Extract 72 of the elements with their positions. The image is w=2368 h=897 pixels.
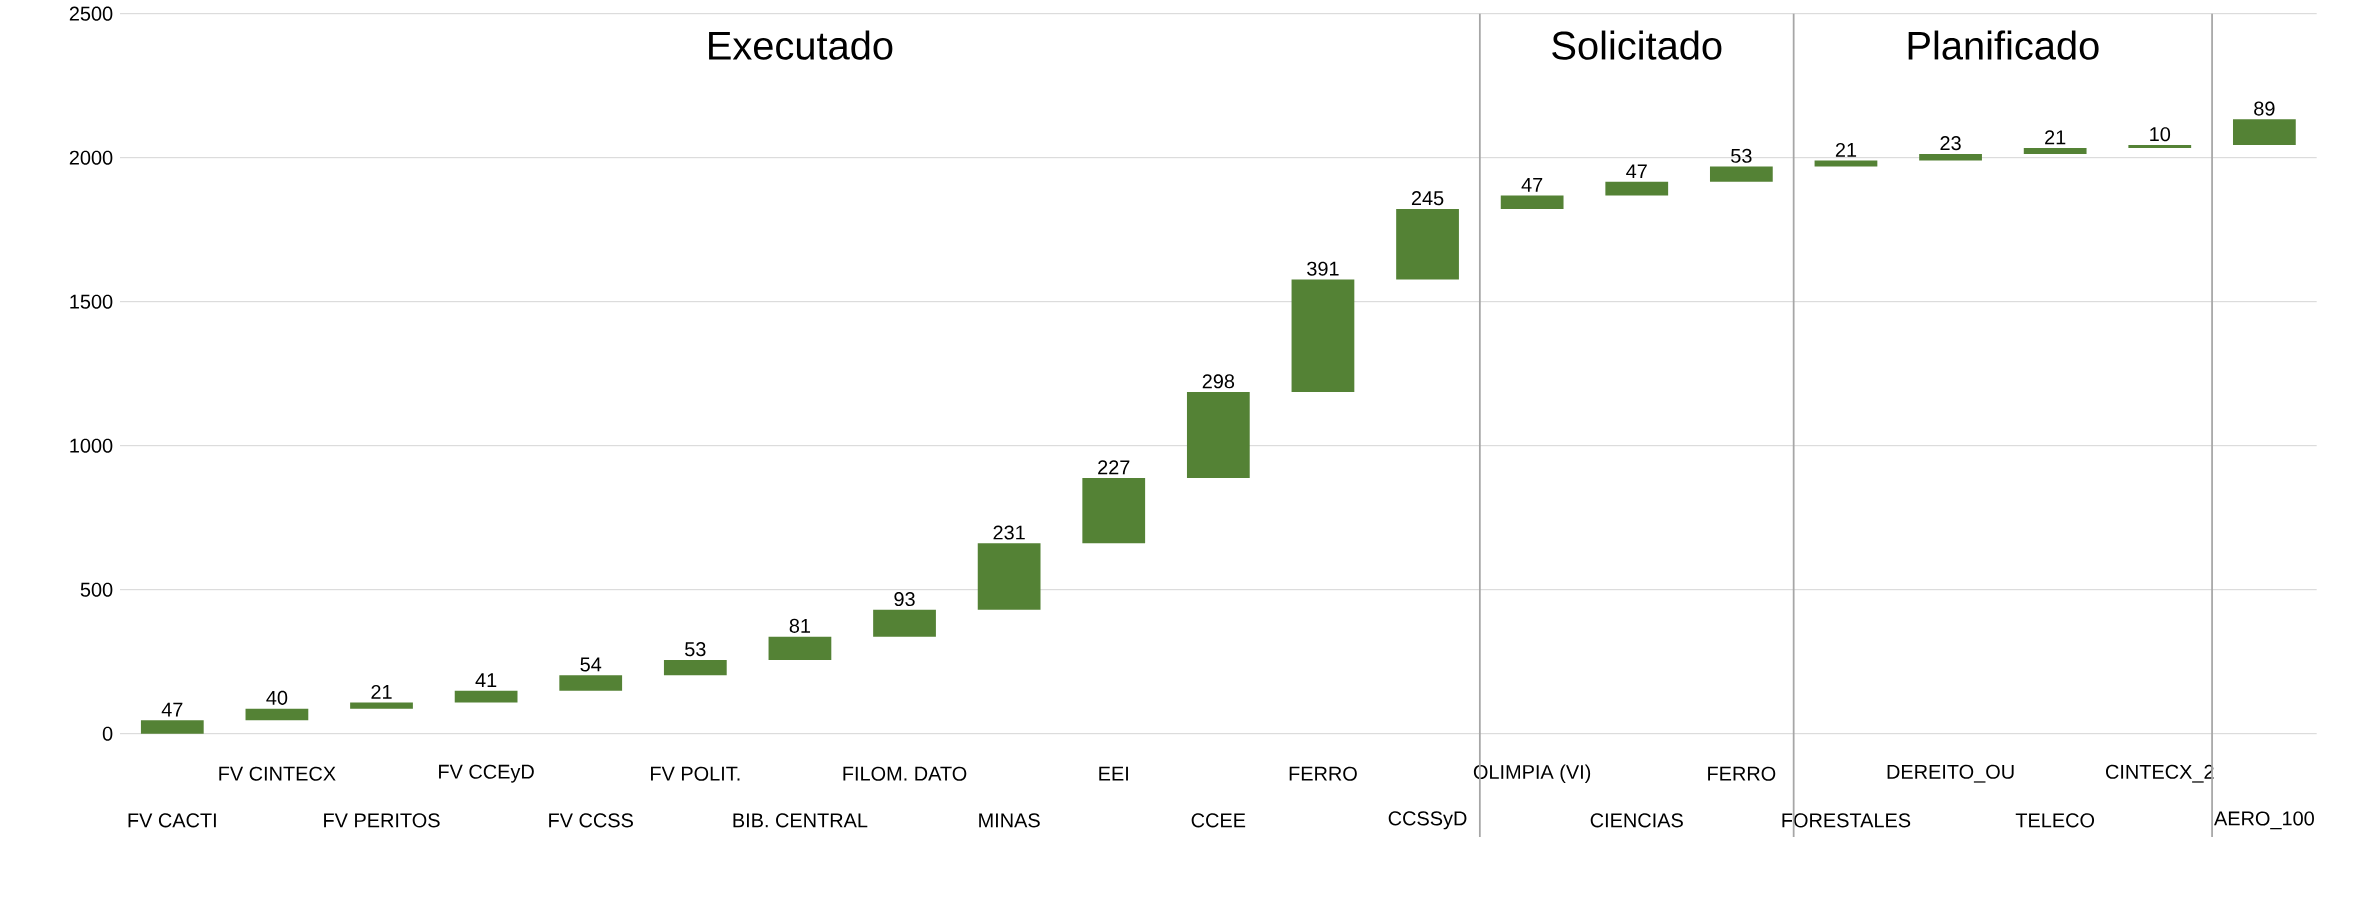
- bar: [2023, 147, 2087, 154]
- y-tick-label: 500: [80, 582, 113, 597]
- x-tick-label: AERO_100: [2214, 811, 2314, 830]
- data-label: 231: [993, 525, 1025, 540]
- data-label: 21: [2045, 130, 2066, 145]
- bar: [663, 659, 727, 676]
- data-label: 391: [1307, 261, 1339, 276]
- bar: [350, 702, 413, 709]
- data-label: 298: [1202, 374, 1235, 389]
- x-tick-label: FV PERITOS: [324, 813, 440, 828]
- data-label: 93: [894, 591, 915, 607]
- data-label: 53: [685, 642, 706, 657]
- y-tick-label: 2500: [69, 6, 113, 21]
- x-tick-label: BIB. CENTRAL: [733, 813, 868, 828]
- bar: [1919, 153, 1982, 161]
- data-label: 81: [789, 618, 811, 633]
- x-tick-label: CCSSyD: [1388, 811, 1467, 830]
- x-tick-label: OLIMPIA (VI): [1473, 764, 1591, 783]
- y-tick-label: 1000: [70, 438, 113, 453]
- x-tick-label: EEI: [1099, 766, 1128, 781]
- x-tick-label: TELECO: [2015, 813, 2095, 828]
- bar: [454, 690, 518, 703]
- data-label: 89: [2254, 101, 2275, 116]
- annotation: Solicitado: [1552, 30, 1722, 60]
- bar: [873, 609, 936, 637]
- data-label: 53: [1731, 148, 1752, 163]
- annotation: Executado: [709, 30, 893, 60]
- data-label: 21: [1835, 142, 1857, 157]
- data-label: 41: [475, 673, 497, 688]
- data-label: 54: [580, 657, 602, 672]
- x-tick-label: DEREITO_OU: [1887, 764, 2014, 783]
- bar: [768, 636, 832, 660]
- data-label: 47: [161, 702, 183, 717]
- x-tick-label: FV CCSS: [549, 813, 633, 828]
- bar: [1186, 392, 1250, 478]
- bar: [2128, 145, 2192, 148]
- x-tick-label: FV CACTI: [128, 813, 216, 828]
- data-label: 47: [1626, 164, 1647, 179]
- annotation: Planificado: [1908, 30, 2099, 60]
- x-tick-label: CCEE: [1191, 813, 1246, 828]
- bar: [977, 543, 1041, 610]
- x-tick-label: MINAS: [979, 813, 1040, 828]
- data-label: 23: [1940, 136, 1961, 151]
- bar: [140, 720, 204, 734]
- bar: [559, 675, 623, 691]
- x-tick-label: FORESTALES: [1782, 813, 1911, 828]
- x-tick-label: FILOM. DATO: [843, 766, 967, 781]
- data-label: 10: [2150, 127, 2171, 142]
- bar: [1396, 208, 1459, 280]
- x-tick-label: FERRO: [1708, 766, 1776, 781]
- bar: [1709, 166, 1773, 182]
- bar: [1814, 160, 1878, 167]
- bar: [2232, 119, 2296, 146]
- y-tick-label: 2000: [69, 150, 113, 165]
- bar: [1082, 477, 1146, 544]
- data-label: 40: [266, 690, 288, 705]
- y-tick-label: 1500: [70, 294, 113, 309]
- data-label: 21: [371, 684, 392, 699]
- bar: [1500, 195, 1564, 209]
- x-tick-label: FV CCEyD: [439, 764, 534, 783]
- data-label: 245: [1411, 191, 1444, 206]
- x-tick-label: FV POLIT.: [651, 766, 740, 781]
- x-tick-label: FERRO: [1289, 766, 1357, 781]
- x-tick-label: FV CINTECX: [219, 766, 336, 781]
- y-tick-label: 0: [102, 726, 113, 741]
- data-label: 227: [1098, 460, 1130, 475]
- bar: [1291, 279, 1355, 393]
- x-tick-label: CINTECX_2: [2106, 764, 2214, 783]
- bar: [1605, 181, 1669, 196]
- data-label: 47: [1521, 177, 1543, 192]
- x-tick-label: CIENCIAS: [1590, 813, 1683, 828]
- bar: [245, 708, 309, 721]
